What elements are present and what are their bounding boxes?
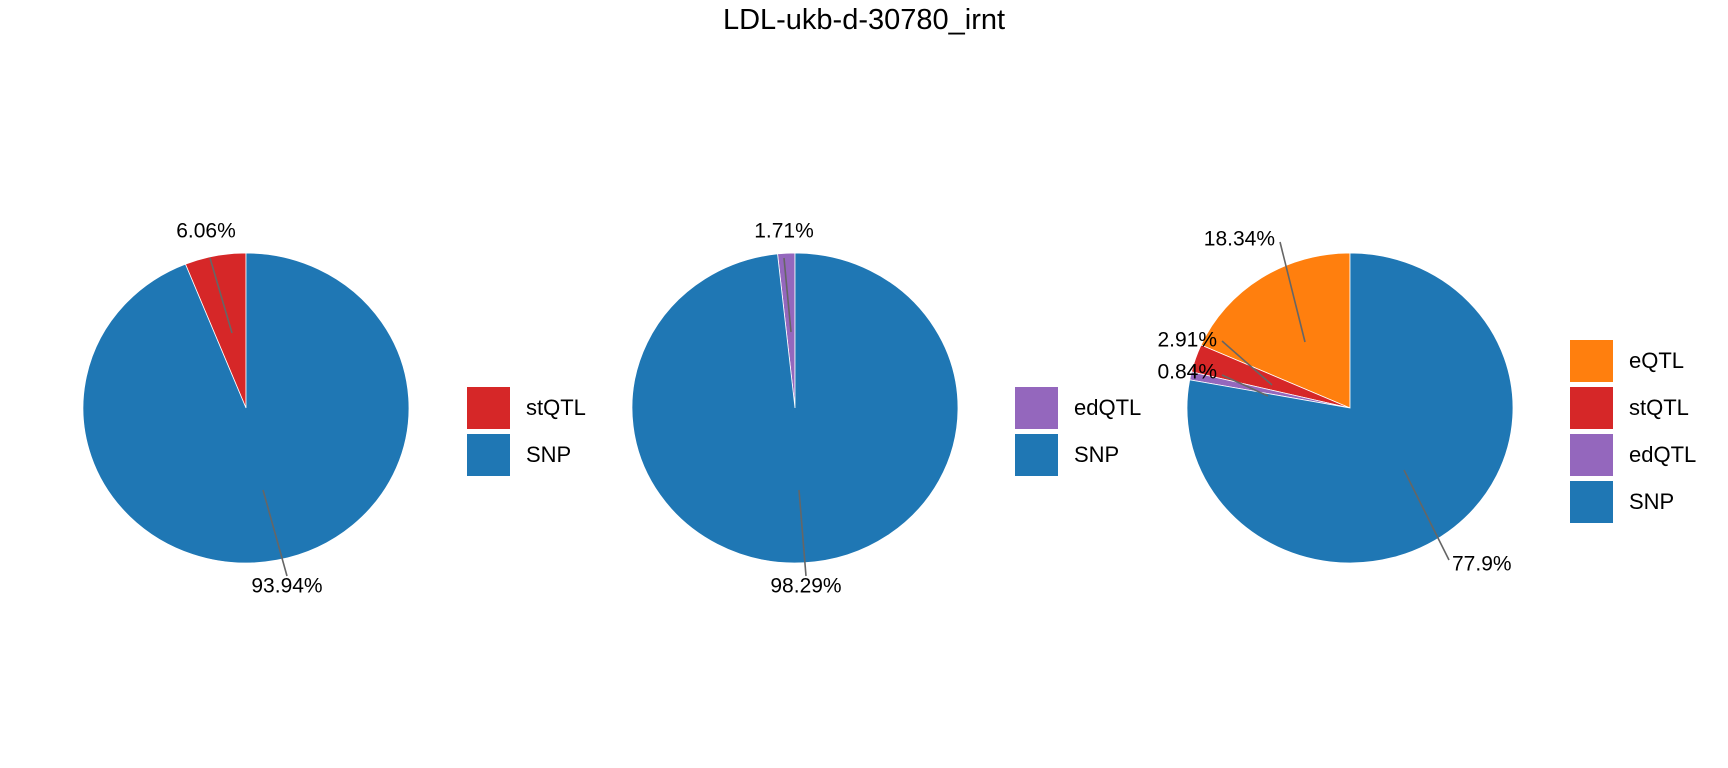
pie-slice-eqtl: [1200, 252, 1351, 409]
legend-swatch-stqtl: [1570, 387, 1613, 429]
legend-swatch-snp: [1570, 481, 1613, 523]
pie-slice-snp: [631, 252, 959, 564]
legend-label-stqtl: stQTL: [526, 395, 586, 420]
slice-label-snp: 77.9%: [1452, 553, 1512, 576]
legend-label-edqtl: edQTL: [1074, 395, 1141, 420]
legend: stQTL SNP: [467, 387, 586, 476]
legend-label-eqtl: eQTL: [1629, 348, 1684, 373]
leader-line-snp: [262, 489, 288, 577]
legend: eQTL stQTL edQTL SNP: [1570, 340, 1696, 523]
legend-swatch-snp: [467, 434, 510, 476]
chart-title: LDL-ukb-d-30780_irnt: [722, 4, 1006, 36]
leader-line-stqtl: [209, 257, 233, 334]
leader-line-edqtl: [783, 257, 792, 333]
legend-label-snp: SNP: [526, 442, 571, 467]
legend-swatch-edqtl: [1570, 434, 1613, 476]
legend-label-stqtl: stQTL: [1629, 395, 1689, 420]
legend-label-edqtl: edQTL: [1629, 442, 1696, 467]
leader-line-snp: [798, 489, 807, 577]
slice-label-snp: 93.94%: [251, 575, 322, 598]
legend: edQTL SNP: [1015, 387, 1141, 476]
slice-label-stqtl: 2.91%: [1157, 329, 1217, 352]
pie-chart-3: 18.34% 2.91% 0.84% 77.9% eQTL stQTL edQTL SNP: [1157, 228, 1696, 576]
legend-swatch-eqtl: [1570, 340, 1613, 382]
legend-swatch-edqtl: [1015, 387, 1058, 429]
slice-label-edqtl: 0.84%: [1157, 361, 1217, 384]
pie-chart-2: 1.71% 98.29% edQTL SNP: [631, 220, 1141, 598]
pie-slice-snp: [82, 252, 410, 564]
slice-label-edqtl: 1.71%: [754, 220, 814, 243]
slice-label-stqtl: 6.06%: [176, 220, 236, 243]
leader-line-eqtl: [1279, 241, 1306, 343]
legend-label-snp: SNP: [1074, 442, 1119, 467]
pie-slice-snp: [1186, 252, 1514, 564]
leader-line-stqtl: [1221, 340, 1273, 386]
pie-chart-1: 6.06% 93.94% stQTL SNP: [82, 220, 586, 598]
legend-label-snp: SNP: [1629, 489, 1674, 514]
leader-line-snp: [1403, 469, 1450, 561]
legend-swatch-snp: [1015, 434, 1058, 476]
slice-label-eqtl: 18.34%: [1204, 228, 1275, 251]
legend-swatch-stqtl: [467, 387, 510, 429]
leader-line-edqtl: [1221, 374, 1269, 397]
slice-label-snp: 98.29%: [770, 575, 841, 598]
